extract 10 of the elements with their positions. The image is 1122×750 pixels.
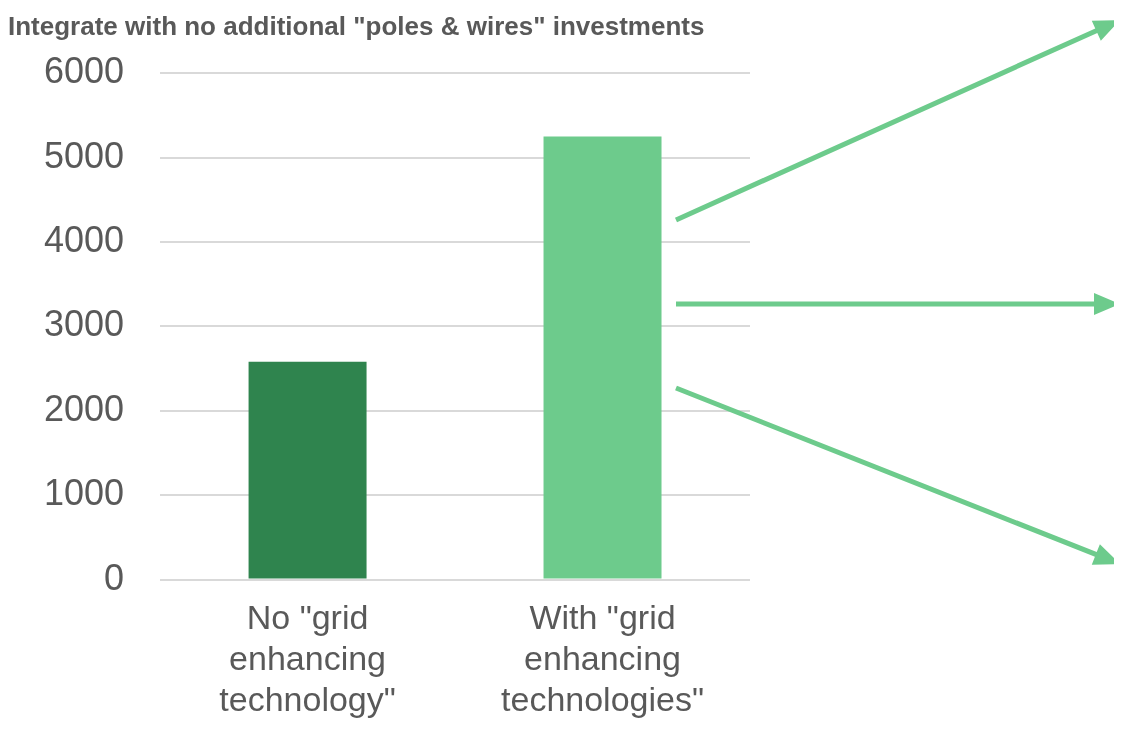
y-tick-label: 4000 <box>43 218 125 260</box>
x-tick-label: With "grid enhancing technologies" <box>501 598 705 718</box>
y-tick-label: 6000 <box>43 50 125 92</box>
chart-title: Integrate with no additional "poles & wires" investments <box>8 10 705 41</box>
x-tick-label: No "grid enhancing technology" <box>219 598 396 718</box>
y-tick-label: 3000 <box>43 303 125 345</box>
y-tick-label: 0 <box>104 556 125 598</box>
y-tick-label: 1000 <box>43 472 125 514</box>
y-tick-label: 2000 <box>43 387 125 429</box>
y-tick-label: 5000 <box>43 134 125 176</box>
